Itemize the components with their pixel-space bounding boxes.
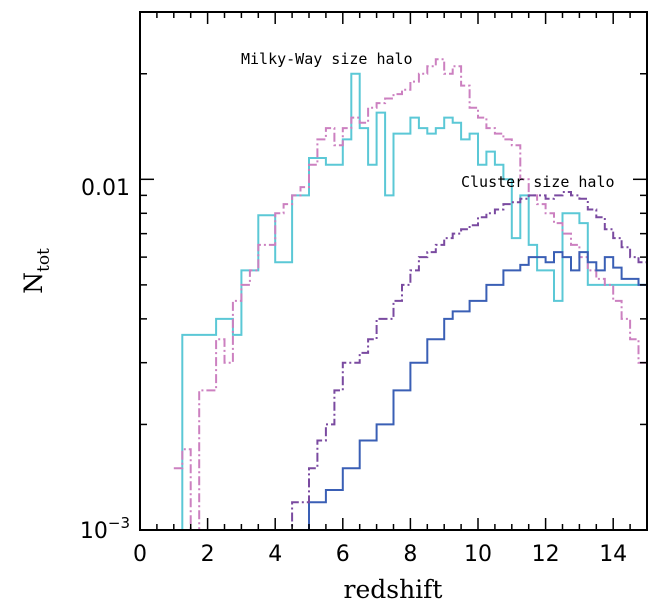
y-tick-label-0.01: 0.01: [81, 176, 130, 201]
ticks-layer: [139, 11, 648, 531]
x-tick-labels: 0 2 4 6 8 10 12 14: [133, 542, 627, 567]
series-cl_solid: [300, 251, 647, 531]
x-tick-label: 8: [403, 542, 417, 567]
annotation-cluster: Cluster size halo: [461, 173, 615, 191]
annotation-milky-way: Milky-Way size halo: [241, 50, 413, 68]
x-tick-label: 10: [464, 542, 492, 567]
x-tick-label: 4: [268, 542, 282, 567]
x-tick-label: 14: [599, 542, 627, 567]
series-mw_solid: [173, 72, 647, 531]
svg-text:Ntot: Ntot: [19, 248, 54, 294]
series-layer: [173, 58, 647, 531]
series-cl_dashdot: [283, 191, 647, 531]
x-tick-label: 2: [201, 542, 215, 567]
x-tick-label: 12: [532, 542, 560, 567]
y-tick-label-0.001: 10−3: [80, 514, 130, 544]
x-axis-title: redshift: [344, 575, 443, 604]
series-mw_dashdot: [173, 58, 647, 531]
x-tick-label: 0: [133, 542, 147, 567]
x-tick-label: 6: [336, 542, 350, 567]
y-axis-title: Ntot: [19, 248, 54, 294]
